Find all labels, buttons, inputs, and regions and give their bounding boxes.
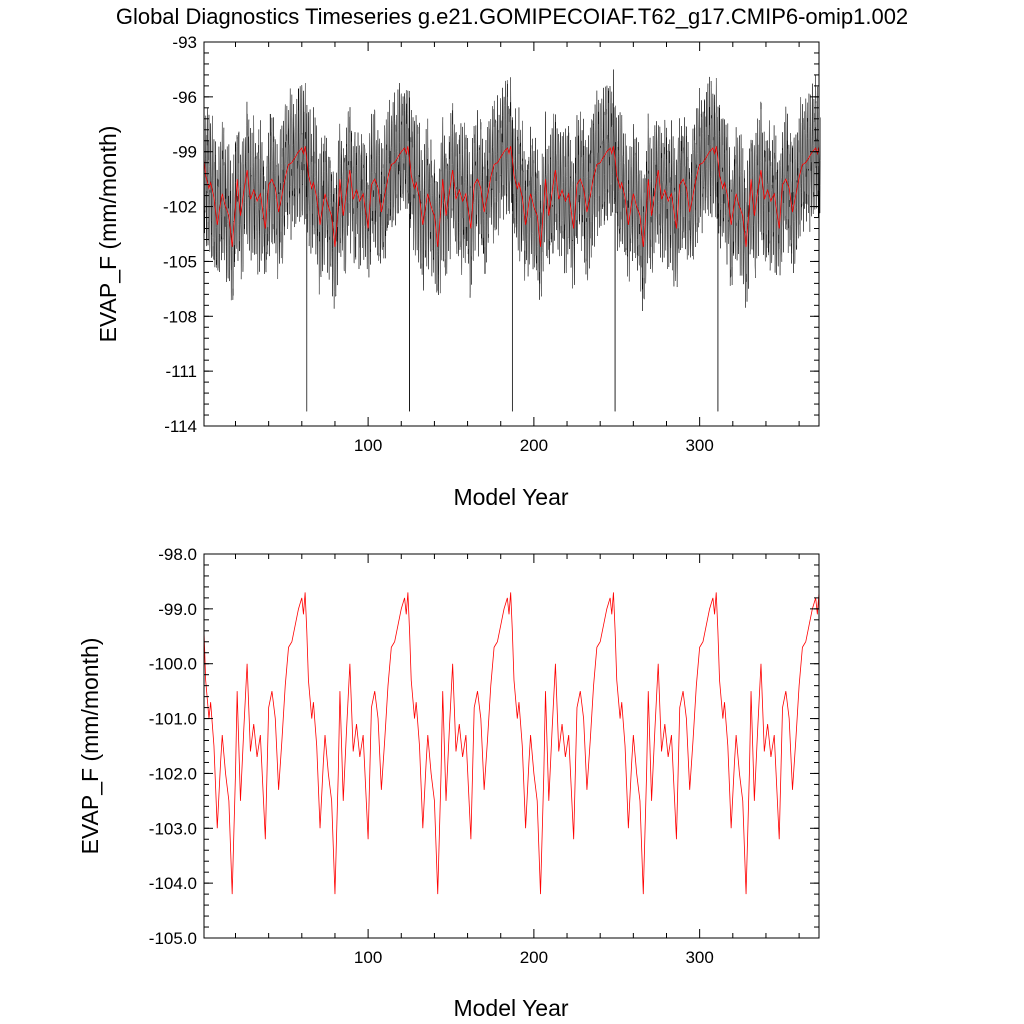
bottom-plot-frame	[203, 553, 820, 939]
top-data-layer	[203, 69, 821, 412]
top-annual-mean-line	[203, 146, 820, 247]
bottom-ytick-label: -98.0	[158, 545, 197, 564]
top-ytick-label: -108	[163, 307, 197, 326]
top-xtick-label: 300	[685, 436, 713, 455]
bottom-ytick-label: -104.0	[149, 874, 197, 893]
top-ytick-label: -102	[163, 198, 197, 217]
top-ytick-label: -93	[172, 33, 197, 52]
bottom-ytick-label: -99.0	[158, 600, 197, 619]
top-xtick-label: 200	[520, 436, 548, 455]
top-x-axis-label: Model Year	[453, 484, 568, 510]
top-ytick-label: -114	[164, 417, 197, 436]
bottom-xtick-label: 200	[520, 948, 548, 967]
bottom-xtick-label: 100	[354, 948, 382, 967]
top-ytick-label: -99	[172, 143, 197, 162]
bottom-x-axis-label: Model Year	[453, 995, 568, 1021]
bottom-ytick-label: -100.0	[149, 655, 197, 674]
top-xtick-label: 100	[354, 436, 382, 455]
bottom-ytick-label: -105.0	[149, 929, 197, 948]
bottom-y-axis-label: EVAP_F (mm/month)	[77, 638, 103, 855]
top-panel: -93 -96 -99 -102 -105 -108 -111 -114 100 200 300 M…	[95, 33, 821, 510]
top-ytick-label: -111	[165, 362, 197, 381]
bottom-panel: -98.0 -99.0 -100.0 -101.0 -102.0 -103.0 -104.0…	[77, 545, 820, 1021]
top-ytick-label: -96	[172, 88, 197, 107]
bottom-ticks-layer: -98.0 -99.0 -100.0 -101.0 -102.0 -103.0 -104.0…	[149, 545, 819, 967]
top-plot-frame	[203, 41, 820, 427]
bottom-ytick-label: -102.0	[149, 764, 197, 783]
bottom-annual-mean-line	[203, 592, 820, 895]
top-ytick-label: -105	[163, 252, 197, 271]
bottom-data-layer	[203, 592, 820, 895]
bottom-ytick-label: -101.0	[149, 710, 197, 729]
top-y-axis-label: EVAP_F (mm/month)	[95, 126, 121, 343]
figure-title: Global Diagnostics Timeseries g.e21.GOMI…	[116, 4, 908, 29]
top-ticks-layer: -93 -96 -99 -102 -105 -108 -111 -114 100 200 300	[163, 33, 819, 455]
bottom-xtick-label: 300	[685, 948, 713, 967]
bottom-ytick-label: -103.0	[149, 819, 197, 838]
